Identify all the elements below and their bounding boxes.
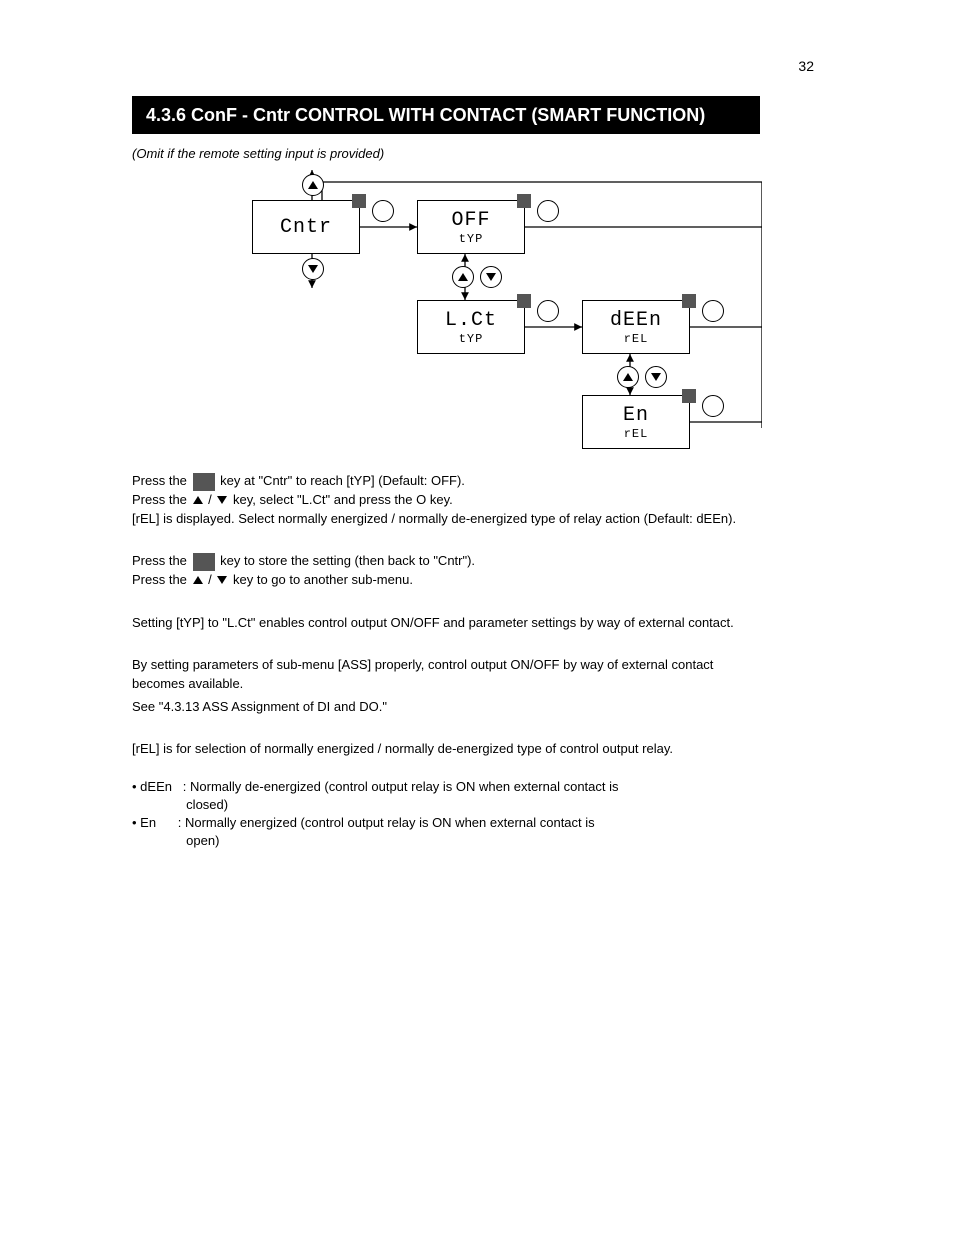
node-bot: tYP bbox=[459, 232, 484, 246]
up-button-icon bbox=[302, 174, 324, 196]
node-corner-icon bbox=[517, 294, 531, 308]
node-corner-icon bbox=[682, 294, 696, 308]
p1a: Press the bbox=[132, 473, 191, 488]
circle-button-icon bbox=[702, 395, 724, 417]
node-bot: rEL bbox=[624, 332, 649, 346]
para-2: Press the key to store the setting (then… bbox=[132, 552, 760, 590]
square-icon bbox=[193, 473, 215, 491]
p2b: key to store the setting (then back to "… bbox=[217, 553, 476, 568]
node-corner-icon bbox=[682, 389, 696, 403]
node-top: dEEn bbox=[610, 309, 662, 332]
node-top: OFF bbox=[451, 209, 490, 232]
up-triangle-icon bbox=[193, 576, 203, 584]
node-lct: L.CttYP bbox=[417, 300, 525, 354]
node-off: OFFtYP bbox=[417, 200, 525, 254]
circle-button-icon bbox=[702, 300, 724, 322]
node-en: EnrEL bbox=[582, 395, 690, 449]
rel-row2b: open) bbox=[132, 832, 760, 851]
note-1: Setting [tYP] to "L.Ct" enables control … bbox=[132, 614, 760, 633]
rel-intro: [rEL] is for selection of normally energ… bbox=[132, 740, 760, 759]
note-2: By setting parameters of sub-menu [ASS] … bbox=[132, 656, 760, 694]
square-icon bbox=[193, 553, 215, 571]
down-triangle-icon bbox=[217, 576, 227, 584]
node-cntr: Cntr bbox=[252, 200, 360, 254]
rel-row2a: • En : Normally energized (control outpu… bbox=[132, 814, 760, 833]
p1b: key at "Cntr" to reach [tYP] (Default: O… bbox=[217, 473, 465, 488]
section-subtitle: (Omit if the remote setting input is pro… bbox=[132, 146, 384, 161]
circle-button-icon bbox=[372, 200, 394, 222]
node-bot: tYP bbox=[459, 332, 484, 346]
rel-row1b: closed) bbox=[132, 796, 760, 815]
circle-button-icon bbox=[537, 200, 559, 222]
rel-row1a: • dEEn : Normally de-energized (control … bbox=[132, 778, 760, 797]
node-deen: dEEnrEL bbox=[582, 300, 690, 354]
p2c: Press the bbox=[132, 572, 191, 587]
node-corner-icon bbox=[517, 194, 531, 208]
p2d: key to go to another sub-menu. bbox=[229, 572, 413, 587]
section-header-bar: 4.3.6 ConF - Cntr CONTROL WITH CONTACT (… bbox=[132, 96, 760, 134]
flowchart-diagram: CntrOFFtYPL.CttYPdEEnrELEnrEL bbox=[222, 170, 762, 470]
up-button-icon bbox=[452, 266, 474, 288]
see-ref: See "4.3.13 ASS Assignment of DI and DO.… bbox=[132, 698, 760, 717]
node-corner-icon bbox=[352, 194, 366, 208]
node-top: En bbox=[623, 404, 649, 427]
node-bot: rEL bbox=[624, 427, 649, 441]
p2a: Press the bbox=[132, 553, 191, 568]
page-number: 32 bbox=[798, 58, 814, 74]
node-top: L.Ct bbox=[445, 309, 497, 332]
para-1: Press the key at "Cntr" to reach [tYP] (… bbox=[132, 472, 760, 529]
node-top: Cntr bbox=[280, 216, 332, 239]
p1c: Press the bbox=[132, 492, 191, 507]
down-button-icon bbox=[645, 366, 667, 388]
down-triangle-icon bbox=[217, 496, 227, 504]
down-button-icon bbox=[302, 258, 324, 280]
circle-button-icon bbox=[537, 300, 559, 322]
down-button-icon bbox=[480, 266, 502, 288]
p1e: [rEL] is displayed. Select normally ener… bbox=[132, 511, 736, 526]
p1d: key, select "L.Ct" and press the O key. bbox=[229, 492, 452, 507]
up-triangle-icon bbox=[193, 496, 203, 504]
up-button-icon bbox=[617, 366, 639, 388]
